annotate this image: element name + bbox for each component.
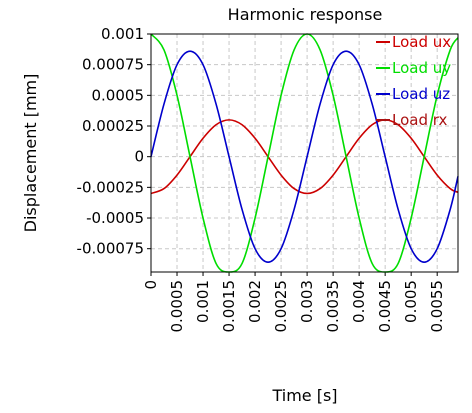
x-tick-label: 0.002 <box>246 280 264 323</box>
legend-label: Load uy <box>392 59 451 77</box>
x-tick-label: 0.0005 <box>168 280 186 333</box>
x-tick-label: 0 <box>142 280 160 290</box>
y-tick-label: 0.00075 <box>82 56 144 74</box>
chart-title: Harmonic response <box>228 5 383 24</box>
x-axis-title: Time [s] <box>271 386 337 405</box>
y-tick-label: 0 <box>134 148 144 166</box>
legend: Load ux Load uy Load uz Load rx <box>376 33 451 129</box>
x-tick-label: 0.001 <box>194 280 212 323</box>
y-tick-label: 0.00025 <box>82 117 144 135</box>
x-tick-label: 0.0015 <box>220 280 238 333</box>
x-tick-label: 0.003 <box>298 280 316 323</box>
y-tick-label: -0.0005 <box>86 209 144 227</box>
x-tick-label: 0.0055 <box>428 280 446 333</box>
grid <box>150 33 458 272</box>
legend-label: Load ux <box>392 33 451 51</box>
axis-ticks: 0 0.0005 0.001 0.0015 0.002 0.0025 0.003 0.0035… <box>77 25 447 333</box>
x-tick-label: 0.005 <box>402 280 420 323</box>
y-tick-label: 0.001 <box>101 25 144 43</box>
plot-frame <box>150 33 459 273</box>
x-tick-label: 0.0035 <box>324 280 342 333</box>
y-tick-label: -0.00075 <box>77 240 144 258</box>
x-tick-label: 0.004 <box>350 280 368 323</box>
legend-label: Load uz <box>392 85 450 103</box>
y-tick-label: 0.0005 <box>92 86 145 104</box>
legend-label: Load rx <box>392 111 448 129</box>
x-tick-label: 0.0045 <box>376 280 394 333</box>
series-line-2 <box>150 50 459 263</box>
y-tick-label: -0.00025 <box>77 178 144 196</box>
x-tick-label: 0.0025 <box>272 280 290 333</box>
y-axis-title: Displacement [mm] <box>21 74 40 233</box>
series-line-0 <box>150 119 459 195</box>
